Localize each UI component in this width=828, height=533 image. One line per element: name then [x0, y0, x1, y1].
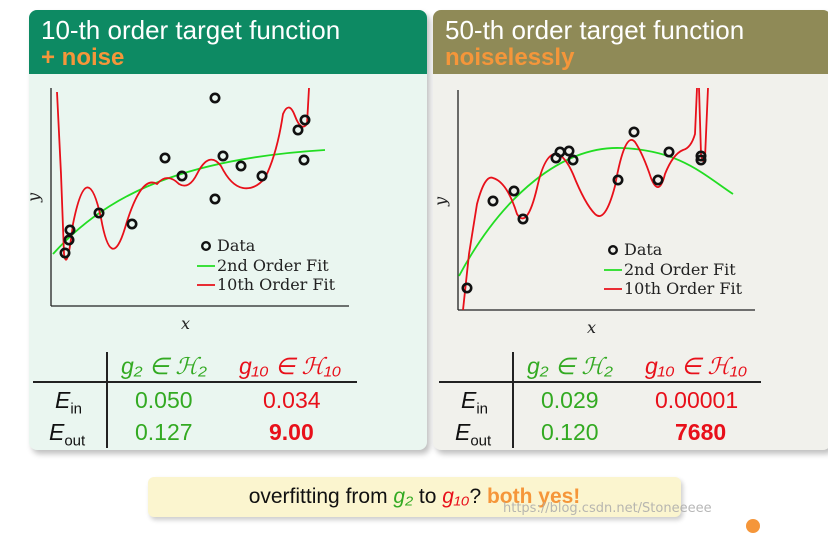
- data-point: [59, 247, 71, 259]
- watermark-text: https://blog.csdn.net/Stoneeeee: [503, 501, 712, 516]
- legend-tenth-order-label: 10th Order Fit: [217, 275, 336, 294]
- data-point: [695, 150, 707, 162]
- legend-data-label: Data: [217, 236, 256, 255]
- data-point: [695, 154, 707, 166]
- second-order-fit-line: [458, 147, 734, 277]
- col-header-g10: g₁₀ ∈ ℋ₁₀: [645, 353, 748, 379]
- eout-g10-value: 9.00: [269, 419, 314, 445]
- row-label-ein: Ein: [461, 387, 489, 418]
- error-table: g₂ ∈ ℋ₂ g₁₀ ∈ ℋ₁₀ Ein 0.029 0.00001 Eout…: [433, 346, 828, 450]
- row-label-eout: Eout: [455, 419, 492, 450]
- callout-answer: both yes!: [486, 485, 581, 508]
- error-table: g₂ ∈ ℋ₂ g₁₀ ∈ ℋ₁₀ Ein 0.050 0.034 Eout 0…: [29, 346, 427, 450]
- callout-mid: to: [413, 485, 443, 508]
- data-point: [663, 146, 675, 158]
- eout-g2-value: 0.127: [135, 419, 193, 445]
- y-axis-label: y: [433, 196, 450, 207]
- panel-noise: 10-th order target function + noise y x: [29, 10, 427, 450]
- col-header-g2: g₂ ∈ ℋ₂: [527, 353, 613, 379]
- table-divider-horizontal: [439, 381, 761, 383]
- col-header-g2: g₂ ∈ ℋ₂: [121, 353, 207, 379]
- data-point: [554, 146, 566, 158]
- panel-subtitle: noiselessly: [445, 44, 575, 71]
- ein-g10-value: 0.034: [263, 387, 321, 413]
- col-header-g10: g₁₀ ∈ ℋ₁₀: [239, 353, 342, 379]
- ein-g2-value: 0.029: [541, 387, 599, 413]
- data-point: [517, 213, 529, 225]
- table-divider-horizontal: [33, 381, 357, 383]
- second-order-fit-line: [52, 149, 326, 255]
- data-point: [63, 234, 75, 246]
- legend-data-marker: [200, 240, 211, 251]
- y-axis-label: y: [29, 192, 43, 203]
- data-point: [93, 207, 105, 219]
- ein-g10-value: 0.00001: [655, 387, 739, 413]
- data-point: [508, 185, 520, 197]
- data-point: [612, 174, 624, 186]
- data-point: [567, 154, 579, 166]
- data-point: [126, 218, 138, 230]
- fit-plot: y x: [433, 74, 828, 346]
- callout-prefix: overfitting from: [248, 485, 394, 508]
- data-points: [59, 92, 311, 259]
- legend-tenth-order-label: 10th Order Fit: [624, 279, 743, 298]
- callout-g10: g₁₀: [442, 485, 470, 508]
- legend-second-order-label: 2nd Order Fit: [217, 256, 329, 275]
- x-axis-label: x: [181, 314, 190, 333]
- data-point: [628, 126, 640, 138]
- ein-g2-value: 0.050: [135, 387, 193, 413]
- data-point: [298, 154, 310, 166]
- panel-noiseless: 50-th order target function noiselessly …: [433, 10, 828, 450]
- panel-subtitle: + noise: [41, 44, 125, 71]
- fit-plot: y x: [29, 74, 427, 346]
- data-point: [563, 145, 575, 157]
- panel-title: 10-th order target function: [41, 15, 341, 45]
- data-point: [256, 170, 268, 182]
- data-point: [292, 124, 304, 136]
- legend-second-order-label: 2nd Order Fit: [624, 260, 736, 279]
- overfitting-callout: overfitting from g₂ to g₁₀? both yes!: [148, 477, 681, 517]
- data-point: [64, 224, 76, 236]
- legend-data-label: Data: [624, 240, 663, 259]
- data-point: [209, 193, 221, 205]
- panel-header: 50-th order target function noiselessly: [433, 10, 828, 74]
- row-label-eout: Eout: [49, 419, 86, 450]
- data-point: [487, 195, 499, 207]
- data-point: [217, 150, 229, 162]
- panel-title: 50-th order target function: [445, 15, 745, 45]
- callout-question: ?: [469, 485, 487, 508]
- tenth-order-fit-line: [56, 87, 310, 261]
- callout-g2: g₂: [393, 485, 414, 508]
- data-point: [652, 174, 664, 186]
- data-point: [209, 92, 221, 104]
- data-point: [461, 282, 473, 294]
- data-point: [235, 160, 247, 172]
- eout-g10-value: 7680: [675, 419, 727, 445]
- corner-dot: [746, 519, 760, 533]
- row-label-ein: Ein: [55, 387, 83, 418]
- data-point: [159, 152, 171, 164]
- eout-g2-value: 0.120: [541, 419, 599, 445]
- table-divider-vertical: [512, 352, 514, 448]
- legend-data-marker: [607, 244, 618, 255]
- data-points: [461, 126, 707, 294]
- panel-header: 10-th order target function + noise: [29, 10, 427, 74]
- data-point: [176, 170, 188, 182]
- legend: Data 2nd Order Fit 10th Order Fit: [197, 236, 336, 294]
- legend: Data 2nd Order Fit 10th Order Fit: [604, 240, 743, 298]
- data-point: [299, 114, 311, 126]
- x-axis-label: x: [587, 318, 596, 337]
- table-divider-vertical: [106, 352, 108, 448]
